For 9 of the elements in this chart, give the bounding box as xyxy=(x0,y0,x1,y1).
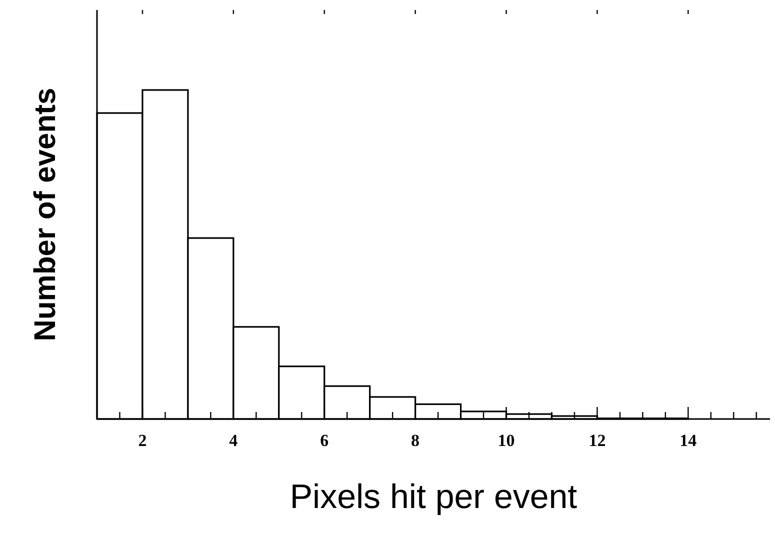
x-tick-label: 10 xyxy=(498,431,515,450)
x-tick-label: 8 xyxy=(411,431,420,450)
x-tick-label: 6 xyxy=(320,431,329,450)
x-tick-label: 4 xyxy=(229,431,238,450)
x-tick-label: 14 xyxy=(680,431,698,450)
x-tick-label: 2 xyxy=(138,431,147,450)
x-axis-title: Pixels hit per event xyxy=(290,478,578,516)
x-tick-label: 12 xyxy=(588,431,606,450)
y-axis-title: Number of events xyxy=(29,88,62,342)
